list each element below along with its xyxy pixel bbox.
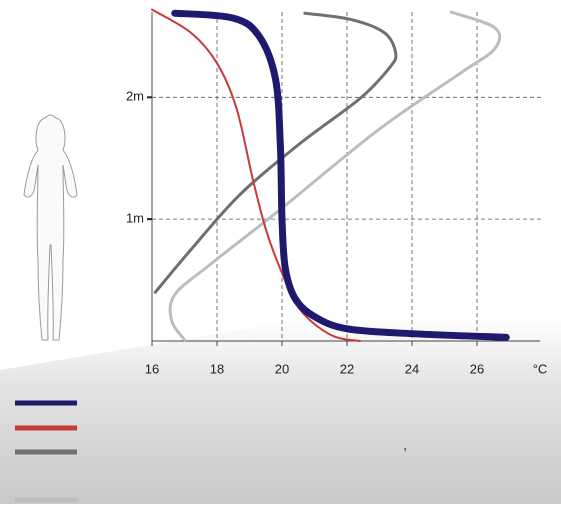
data-line [151,8,361,342]
x-tick-label: 20 [275,361,289,376]
person-silhouette [23,114,78,341]
x-tick-label: 24 [405,361,419,376]
legend-swatch [15,449,77,455]
legend-swatch [15,497,77,503]
legend-swatch [15,400,77,406]
x-tick-label: 16 [145,361,159,376]
y-tick-label: 2m [126,89,144,104]
annotation: , [403,437,407,452]
x-tick-label: 18 [210,361,224,376]
legend-swatch [15,425,77,431]
data-line [153,11,398,294]
floor [0,318,561,504]
x-axis-label: °C [533,361,548,376]
y-tick-label: 1m [126,211,144,226]
data-line [171,9,510,341]
x-tick-label: 26 [470,361,484,376]
data-line [168,10,502,342]
x-tick-label: 22 [340,361,354,376]
